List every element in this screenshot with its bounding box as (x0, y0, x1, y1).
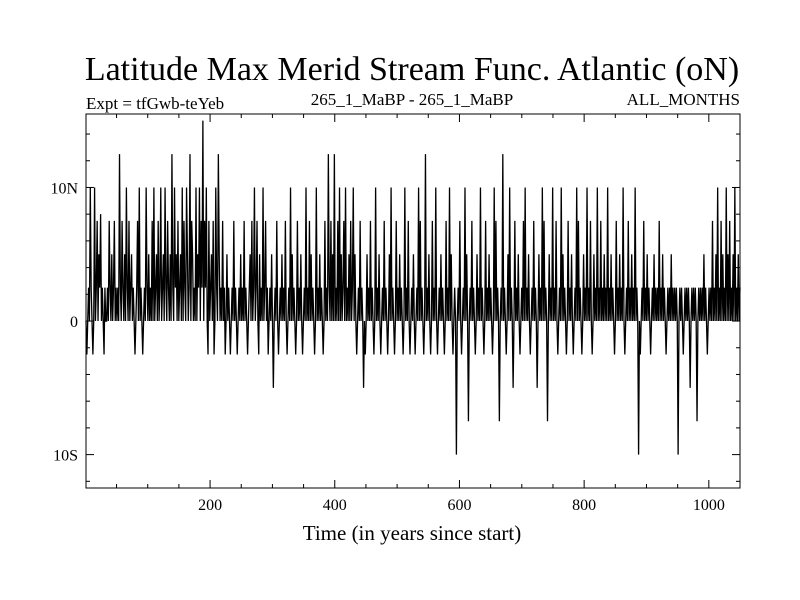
x-tick-label: 800 (572, 497, 596, 514)
y-tick-label: 10S (53, 448, 78, 465)
x-tick-label: 400 (323, 497, 347, 514)
series-layer (85, 120, 741, 455)
chart-subtitle-left: Expt = tfGwb-teYeb (86, 94, 224, 113)
x-tick-label: 600 (447, 497, 471, 514)
y-tick-label: 0 (70, 314, 78, 331)
series-line (85, 120, 741, 455)
chart-subtitle-right: ALL_MONTHS (627, 90, 740, 109)
y-axis: 10S 0 10N (50, 133, 740, 482)
x-tick-label: 200 (198, 497, 222, 514)
chart-title: Latitude Max Merid Stream Func. Atlantic… (85, 51, 739, 88)
y-tick-label: 10N (50, 180, 78, 197)
x-axis-label: Time (in years since start) (303, 521, 522, 545)
x-axis: 200 400 600 800 1000 (116, 114, 741, 514)
x-tick-label: 1000 (693, 497, 725, 514)
chart-subtitle-center: 265_1_MaBP - 265_1_MaBP (311, 90, 513, 109)
